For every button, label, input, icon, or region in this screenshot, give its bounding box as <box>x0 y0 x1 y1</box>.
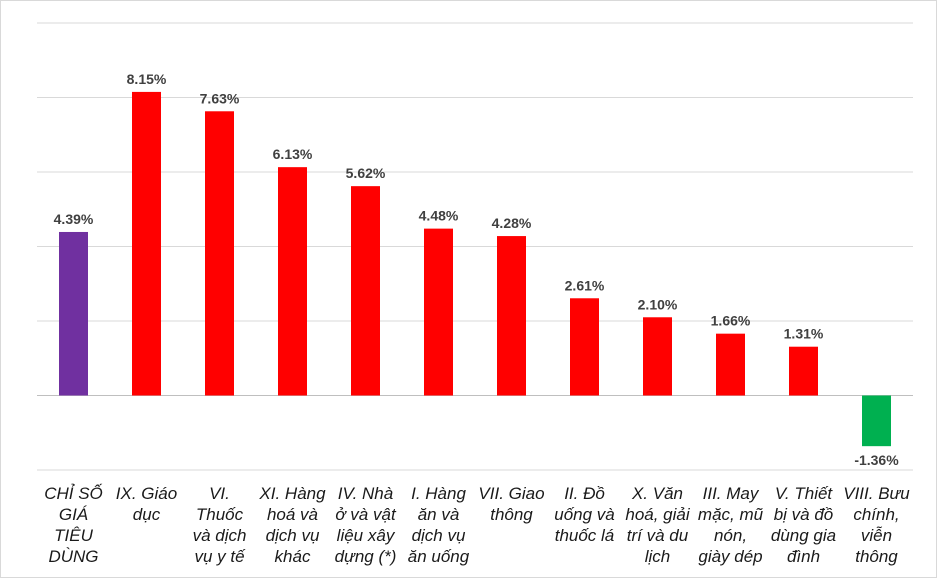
category-label: VII. Giao thông <box>478 484 544 524</box>
data-label: 4.28% <box>492 215 532 231</box>
bar <box>497 236 526 396</box>
data-label: 5.62% <box>346 165 386 181</box>
bar <box>132 91 161 396</box>
category-label: II. Đồ uống và thuốc lá <box>554 484 615 545</box>
bar <box>789 346 818 396</box>
bar <box>716 333 745 396</box>
bar <box>570 298 599 396</box>
data-label: 2.61% <box>565 277 605 293</box>
data-label: 8.15% <box>127 71 167 87</box>
bar <box>643 317 672 396</box>
bar <box>424 228 453 396</box>
category-label: CHỈ SỐ GIÁ TIÊU DÙNG <box>44 484 103 566</box>
category-label: X. Văn hoá, giải trí và du lịch <box>625 484 690 566</box>
bar <box>59 231 88 396</box>
data-label: 2.10% <box>638 296 678 312</box>
category-label: IX. Giáo dục <box>116 484 177 524</box>
data-label: 4.39% <box>54 211 94 227</box>
data-label: 6.13% <box>273 146 313 162</box>
category-label: XI. Hàng hoá và dịch vụ khác <box>258 484 326 566</box>
category-label: V. Thiết bị và đồ dùng gia đình <box>771 484 836 566</box>
category-label: III. May mặc, mũ nón, giày dép <box>698 484 764 566</box>
bar <box>278 167 307 396</box>
data-label: 1.31% <box>784 326 824 342</box>
bar <box>862 395 891 447</box>
category-label: VIII. Bưu chính, viễn thông <box>843 484 910 566</box>
category-label: VI. Thuốc và dịch vụ y tế <box>193 484 247 566</box>
category-label: IV. Nhà ở và vật liệu xây dựng (*) <box>335 484 397 566</box>
data-label: 4.48% <box>419 208 459 224</box>
data-label: 1.66% <box>711 313 751 329</box>
category-label: I. Hàng ăn và dịch vụ ăn uống <box>408 484 470 566</box>
bar <box>351 186 380 396</box>
data-label: 7.63% <box>200 90 240 106</box>
bar <box>205 111 234 396</box>
data-label: -1.36% <box>854 452 899 468</box>
